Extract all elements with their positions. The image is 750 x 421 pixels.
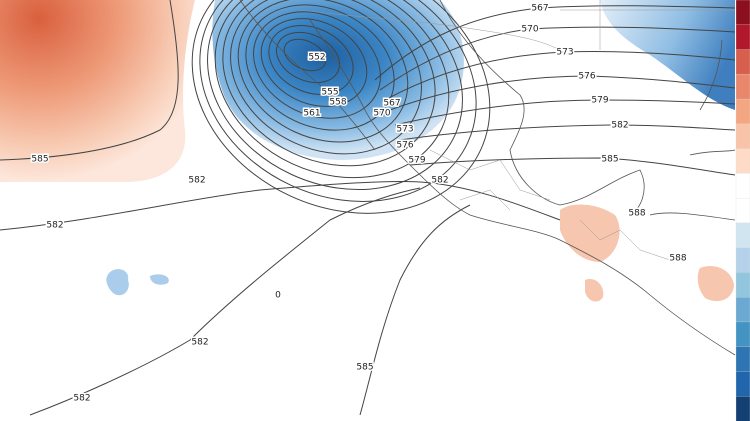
contour-567 [374, 5, 736, 81]
contour-label: 579 [591, 96, 608, 106]
color-bar [735, 0, 750, 421]
coast-gulf [439, 0, 645, 216]
low-contours [191, 0, 491, 214]
contour-ring [276, 31, 340, 84]
contour-label: 588 [669, 254, 686, 264]
color-bar-step [735, 123, 750, 150]
contour-ring [191, 0, 491, 214]
warm-patch [697, 265, 734, 302]
color-bar-step [735, 0, 750, 26]
cold-patch [106, 269, 129, 296]
contour-ring [283, 38, 327, 72]
contour-585 [409, 157, 736, 176]
contour-label: 0 [275, 291, 281, 301]
contour-ring [260, 18, 368, 107]
coast-caribbean [649, 39, 736, 221]
border [429, 149, 671, 261]
contour-label: 582 [46, 221, 63, 231]
contour-label: 582 [611, 121, 628, 131]
contour-573 [384, 51, 736, 101]
color-bar-step [735, 247, 750, 274]
contour-582 [399, 124, 736, 141]
contour-ring [214, 0, 450, 179]
contour-label: 582 [73, 394, 90, 404]
coast-pacific [309, 19, 736, 356]
color-bar-step [735, 98, 750, 125]
contour-label: 585 [601, 155, 618, 165]
warm-patch [585, 279, 604, 302]
contour-582 [29, 187, 421, 416]
contour-label: 573 [556, 48, 573, 58]
contour-585 [0, 0, 179, 161]
color-bar-step [735, 24, 750, 51]
contour-ring [230, 0, 422, 155]
contour-label: 573 [396, 125, 413, 135]
contour-label: 579 [408, 156, 425, 166]
contour-ring [268, 25, 354, 95]
contour-label: 570 [521, 25, 538, 35]
contour-label: 585 [356, 363, 373, 373]
color-bar-step [735, 197, 750, 224]
cold-patch [150, 274, 169, 285]
color-bar-step [735, 346, 750, 373]
color-bar-step [735, 272, 750, 298]
contour-label: 567 [531, 4, 548, 14]
color-bar-step [735, 396, 750, 421]
contour-label: 576 [578, 72, 595, 82]
contour-ring [222, 0, 436, 167]
color-bar-step [735, 222, 750, 249]
contour-label: 567 [383, 99, 400, 109]
contour-label: 570 [373, 109, 390, 119]
contour-ring [207, 0, 463, 191]
color-bar-step [735, 173, 750, 199]
border [299, 0, 735, 51]
contour-579 [394, 99, 736, 126]
contour-label: 582 [191, 338, 208, 348]
contour-label: 585 [31, 155, 48, 165]
contour-label: 552 [308, 53, 325, 63]
color-bar-step [735, 371, 750, 397]
contour-label: 558 [329, 98, 346, 108]
warm-anomaly [0, 0, 195, 182]
contour-label: 561 [303, 109, 320, 119]
color-bar-step [735, 74, 750, 100]
contour-label: 588 [628, 209, 645, 219]
contours [0, 0, 736, 416]
color-bar-step [735, 49, 750, 75]
coast-baja [239, 0, 376, 151]
contour-570 [379, 26, 736, 91]
contour-label: 582 [431, 176, 448, 186]
color-bar-step [735, 321, 750, 348]
contour-ring [237, 0, 409, 143]
contour-label: 555 [321, 88, 338, 98]
coastlines [239, 0, 736, 356]
contour-ring [199, 0, 477, 202]
contour-ring [245, 4, 395, 131]
color-bar-step [735, 297, 750, 323]
contour-labels: 567 570 573 576 579 582 585 585 582 582 … [30, 2, 688, 405]
color-bar-step [735, 148, 750, 175]
contour-582 [0, 181, 561, 231]
contour-ring [253, 11, 381, 119]
contour-label: 576 [396, 141, 413, 151]
contour-label: 582 [188, 176, 205, 186]
contour-585 [359, 204, 471, 416]
contour-576 [389, 75, 736, 111]
